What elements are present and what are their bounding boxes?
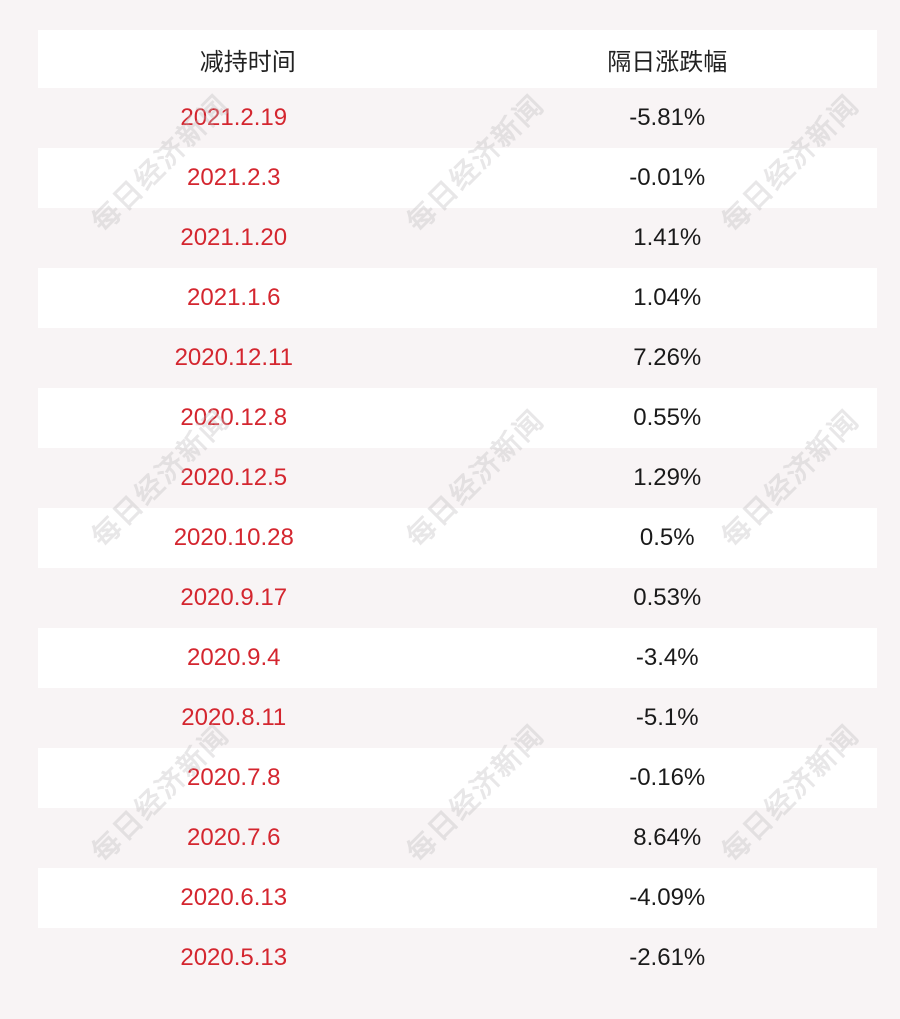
date-cell: 2020.7.8 (187, 764, 281, 791)
date-cell: 2020.7.6 (187, 824, 281, 851)
table-row: 2021.1.20 1.41% (38, 208, 877, 268)
date-cell: 2021.1.20 (180, 224, 288, 251)
header-change: 隔日涨跌幅 (607, 48, 728, 76)
header-date: 减持时间 (199, 48, 296, 76)
date-cell: 2020.10.28 (173, 524, 294, 551)
date-cell: 2020.9.4 (187, 644, 281, 671)
change-cell: -5.1% (635, 704, 699, 731)
table-row: 2020.9.17 0.53% (38, 568, 877, 628)
table-row: 2020.12.8 0.55% (38, 388, 877, 448)
table-row: 2020.12.11 7.26% (38, 328, 877, 388)
table-row: 2020.9.4 -3.4% (38, 628, 877, 688)
change-cell: 7.26% (633, 344, 702, 371)
table-row: 2020.12.5 1.29% (38, 448, 877, 508)
change-cell: -4.09% (629, 884, 706, 911)
table-row: 2020.7.8 -0.16% (38, 748, 877, 808)
change-cell: 0.5% (639, 524, 695, 551)
change-cell: 1.29% (633, 464, 702, 491)
date-cell: 2020.12.5 (180, 464, 288, 491)
date-cell: 2020.12.8 (180, 404, 288, 431)
date-cell: 2020.12.11 (174, 344, 293, 371)
change-cell: -0.01% (629, 164, 706, 191)
change-cell: 0.55% (633, 404, 702, 431)
change-cell: -2.61% (629, 944, 706, 971)
change-cell: -3.4% (635, 644, 699, 671)
table-row: 2020.6.13 -4.09% (38, 868, 877, 928)
date-cell: 2020.6.13 (180, 884, 288, 911)
table-row: 2020.7.6 8.64% (38, 808, 877, 868)
date-cell: 2020.5.13 (180, 944, 288, 971)
date-cell: 2021.2.3 (187, 164, 281, 191)
change-cell: 1.41% (633, 224, 702, 251)
change-cell: 1.04% (633, 284, 702, 311)
sell-down-table: 减持时间 隔日涨跌幅 2021.2.19 -5.81% 2021.2.3 -0.… (38, 30, 877, 988)
table-row: 2021.1.6 1.04% (38, 268, 877, 328)
change-cell: -5.81% (629, 104, 706, 131)
date-cell: 2020.8.11 (181, 704, 287, 731)
table-row: 2020.10.28 0.5% (38, 508, 877, 568)
change-cell: 8.64% (633, 824, 702, 851)
date-cell: 2021.2.19 (180, 104, 288, 131)
table-row: 2020.8.11 -5.1% (38, 688, 877, 748)
change-cell: 0.53% (633, 584, 702, 611)
table-row: 2020.5.13 -2.61% (38, 928, 877, 988)
table-row: 2021.2.19 -5.81% (38, 88, 877, 148)
change-cell: -0.16% (629, 764, 706, 791)
table-row: 2021.2.3 -0.01% (38, 148, 877, 208)
date-cell: 2021.1.6 (187, 284, 281, 311)
date-cell: 2020.9.17 (180, 584, 288, 611)
table-header-row: 减持时间 隔日涨跌幅 (38, 30, 877, 88)
